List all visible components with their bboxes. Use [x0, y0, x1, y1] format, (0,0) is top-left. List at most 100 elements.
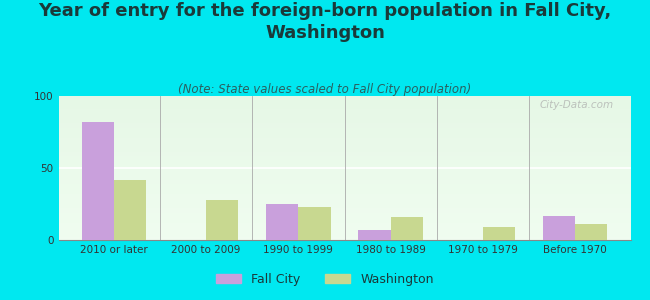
Bar — [58, 231, 630, 233]
Bar — [58, 230, 630, 231]
Bar — [58, 162, 630, 164]
Bar — [58, 138, 630, 139]
Bar — [58, 126, 630, 128]
Bar — [58, 182, 630, 184]
Bar — [58, 157, 630, 158]
Bar — [58, 99, 630, 100]
Bar — [58, 179, 630, 181]
Bar — [58, 201, 630, 202]
Bar — [58, 146, 630, 148]
Bar — [58, 175, 630, 177]
Bar — [58, 207, 630, 208]
Bar — [58, 129, 630, 130]
Bar — [58, 164, 630, 165]
Bar — [58, 158, 630, 159]
Bar — [58, 197, 630, 198]
Bar — [58, 113, 630, 115]
Bar — [58, 139, 630, 141]
Bar — [58, 115, 630, 116]
Bar — [58, 229, 630, 230]
Bar — [58, 135, 630, 136]
Bar — [58, 112, 630, 113]
Bar — [58, 213, 630, 214]
Bar — [58, 210, 630, 211]
Bar — [58, 237, 630, 238]
Bar — [114, 179, 146, 240]
Bar — [58, 226, 630, 227]
Bar — [58, 191, 630, 193]
Bar — [58, 103, 630, 105]
Bar — [58, 178, 630, 179]
Bar — [58, 221, 630, 223]
Bar — [58, 185, 630, 187]
Bar — [58, 145, 630, 146]
Bar — [58, 148, 630, 149]
Bar — [58, 128, 630, 129]
Bar — [483, 227, 515, 240]
Bar — [58, 125, 630, 126]
Bar — [58, 217, 630, 218]
Bar — [58, 109, 630, 110]
Bar — [58, 224, 630, 226]
Legend: Fall City, Washington: Fall City, Washington — [211, 268, 439, 291]
Bar — [358, 230, 391, 240]
Bar — [58, 215, 630, 217]
Bar — [58, 190, 630, 191]
Bar — [58, 143, 630, 145]
Bar — [58, 122, 630, 123]
Bar — [58, 202, 630, 204]
Bar — [58, 198, 630, 200]
Bar — [58, 220, 630, 221]
Bar — [58, 193, 630, 194]
Bar — [391, 217, 423, 240]
Bar — [58, 107, 630, 109]
Bar — [58, 132, 630, 134]
Text: Year of entry for the foreign-born population in Fall City,
Washington: Year of entry for the foreign-born popul… — [38, 2, 612, 42]
Bar — [58, 184, 630, 185]
Bar — [58, 227, 630, 229]
Bar — [58, 110, 630, 112]
Bar — [58, 130, 630, 132]
Bar — [58, 96, 630, 98]
Bar — [543, 215, 575, 240]
Bar — [58, 188, 630, 190]
Bar — [58, 159, 630, 161]
Bar — [206, 200, 239, 240]
Bar — [58, 149, 630, 151]
Bar — [58, 161, 630, 162]
Bar — [58, 169, 630, 171]
Bar — [58, 234, 630, 236]
Bar — [58, 204, 630, 206]
Bar — [58, 177, 630, 178]
Bar — [58, 194, 630, 195]
Bar — [58, 105, 630, 106]
Bar — [58, 223, 630, 224]
Bar — [58, 187, 630, 188]
Bar — [575, 224, 608, 240]
Bar — [58, 134, 630, 135]
Bar — [58, 181, 630, 182]
Bar — [58, 142, 630, 143]
Bar — [58, 238, 630, 240]
Bar — [58, 119, 630, 121]
Bar — [58, 167, 630, 168]
Bar — [58, 168, 630, 170]
Bar — [58, 154, 630, 155]
Bar — [81, 122, 114, 240]
Bar — [58, 141, 630, 142]
Bar — [58, 152, 630, 154]
Bar — [58, 116, 630, 118]
Bar — [58, 218, 630, 220]
Bar — [58, 136, 630, 138]
Bar — [266, 204, 298, 240]
Bar — [58, 106, 630, 107]
Text: City-Data.com: City-Data.com — [540, 100, 614, 110]
Bar — [58, 118, 630, 119]
Bar — [58, 121, 630, 122]
Bar — [298, 207, 331, 240]
Bar — [58, 206, 630, 207]
Bar — [58, 123, 630, 125]
Bar — [58, 233, 630, 234]
Bar — [58, 100, 630, 102]
Bar — [58, 98, 630, 99]
